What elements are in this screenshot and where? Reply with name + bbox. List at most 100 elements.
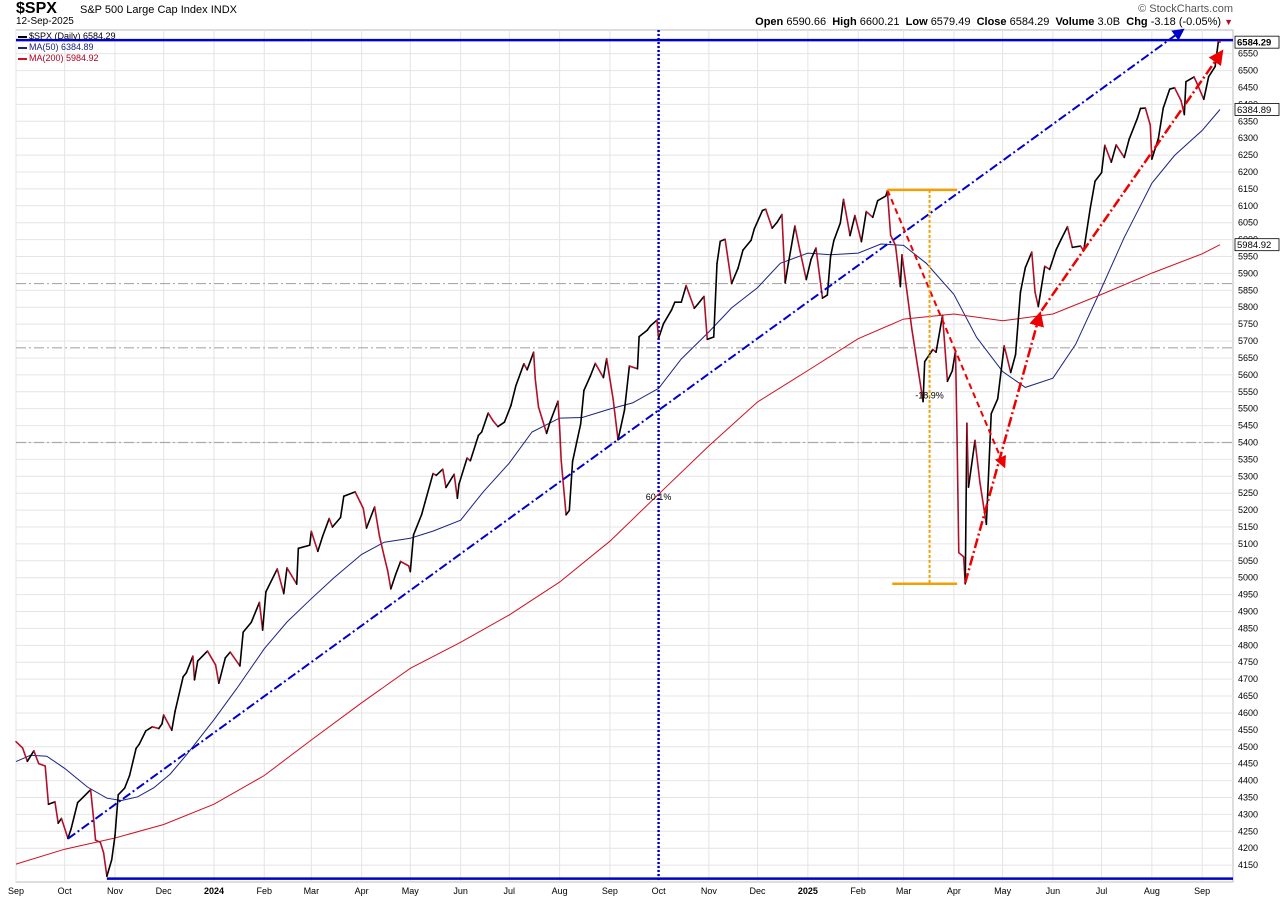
- price-segment: [258, 601, 264, 631]
- price-segment: [399, 560, 410, 567]
- index-name: S&P 500 Large Cap Index INDX: [80, 4, 237, 16]
- price-segment: [1144, 107, 1152, 126]
- price-segment: [1014, 291, 1022, 356]
- price-segment: [1123, 138, 1130, 159]
- y-tick-label: 4300: [1238, 809, 1258, 819]
- price-segment: [453, 473, 459, 500]
- price-segment: [206, 650, 217, 666]
- y-tick-label: 5250: [1238, 488, 1258, 498]
- y-tick-label: 6200: [1238, 167, 1258, 177]
- y-tick-label: 6350: [1238, 116, 1258, 126]
- price-segment: [662, 309, 673, 325]
- price-segment: [526, 351, 535, 371]
- brand-label[interactable]: © StockCharts.com: [1138, 3, 1233, 15]
- price-segment: [1162, 88, 1171, 109]
- price-segment: [579, 389, 585, 425]
- price-segment: [44, 765, 50, 806]
- price-segment: [967, 439, 976, 488]
- close-value: 6584.29: [1009, 16, 1050, 28]
- last-value-label: 6384.89: [1237, 105, 1271, 116]
- price-segment: [724, 238, 733, 285]
- price-segment: [441, 468, 447, 489]
- y-tick-label: 5800: [1238, 302, 1258, 312]
- price-segment: [771, 221, 778, 229]
- y-tick-label: 4550: [1238, 725, 1258, 735]
- price-segment: [424, 472, 434, 504]
- x-tick-label: Mar: [304, 886, 320, 896]
- price-segment: [784, 262, 790, 284]
- price-segment: [1037, 265, 1046, 308]
- price-segment: [703, 295, 709, 341]
- y-tick-label: 5200: [1238, 505, 1258, 515]
- y-tick-label: 5100: [1238, 539, 1258, 549]
- volume-value: 3.0B: [1097, 16, 1121, 28]
- price-segment: [1003, 344, 1012, 374]
- price-segment: [362, 507, 368, 529]
- price-segment: [1157, 107, 1165, 140]
- price-segment: [276, 568, 285, 595]
- price-segment: [295, 547, 300, 585]
- x-tick-label: Jul: [1096, 886, 1108, 896]
- price-segment: [990, 398, 999, 415]
- price-segment: [321, 517, 330, 537]
- price-segment: [76, 797, 84, 804]
- price-segment: [889, 234, 897, 247]
- open-label: Open: [755, 16, 784, 28]
- price-segment: [1009, 353, 1017, 374]
- price-segment: [1193, 76, 1199, 85]
- exchange: INDX: [210, 4, 237, 16]
- y-tick-label: 4900: [1238, 607, 1258, 617]
- price-segment: [815, 247, 824, 299]
- y-tick-label: 4450: [1238, 759, 1258, 769]
- price-segment: [1207, 65, 1216, 78]
- price-segment: [282, 567, 288, 595]
- x-tick-label: Aug: [1144, 886, 1160, 896]
- price-segment: [224, 651, 231, 659]
- price-segment: [532, 351, 537, 380]
- price-segment: [1110, 144, 1117, 163]
- price-segment: [833, 222, 842, 242]
- price-segment: [680, 284, 687, 303]
- x-tick-label: May: [402, 886, 420, 896]
- y-tick-label: 5650: [1238, 353, 1258, 363]
- price-segment: [523, 362, 528, 371]
- x-tick-label: Oct: [652, 886, 667, 896]
- price-segment: [742, 239, 752, 251]
- price-segment: [1100, 144, 1106, 174]
- price-segment: [102, 852, 108, 878]
- price-segment: [849, 214, 856, 237]
- price-segment: [826, 255, 832, 296]
- price-segment: [871, 199, 879, 219]
- price-segment: [138, 730, 147, 745]
- price-segment: [764, 208, 773, 229]
- price-segment: [712, 262, 718, 338]
- chart-legend: $SPX (Daily) 6584.29 MA(50) 6384.89 MA(2…: [18, 31, 116, 64]
- x-tick-label: Apr: [947, 886, 961, 896]
- price-segment: [229, 651, 241, 667]
- price-segment: [458, 457, 468, 485]
- y-tick-label: 6100: [1238, 201, 1258, 211]
- price-segment: [1149, 124, 1153, 160]
- price-segment: [787, 225, 796, 265]
- reference-lines: [16, 30, 1233, 882]
- y-tick-label: 5350: [1238, 454, 1258, 464]
- x-tick-label: Jul: [504, 886, 516, 896]
- price-segment: [469, 434, 480, 462]
- y-tick-label: 4350: [1238, 792, 1258, 802]
- price-segment: [917, 369, 924, 403]
- x-tick-label: Nov: [701, 886, 718, 896]
- price-segment: [876, 195, 887, 202]
- price-segment: [865, 210, 874, 219]
- y-tick-label: 6150: [1238, 184, 1258, 194]
- y-tick-label: 4400: [1238, 776, 1258, 786]
- last-value-box: [1234, 103, 1280, 116]
- x-tick-label: Feb: [257, 886, 273, 896]
- price-segment: [583, 375, 592, 392]
- legend-price: $SPX (Daily) 6584.29: [18, 31, 116, 42]
- last-value-label: 6584.29: [1237, 38, 1271, 49]
- x-tick-label: Mar: [896, 886, 912, 896]
- price-segment: [196, 650, 209, 662]
- price-segment: [935, 314, 944, 354]
- price-segment: [794, 225, 801, 251]
